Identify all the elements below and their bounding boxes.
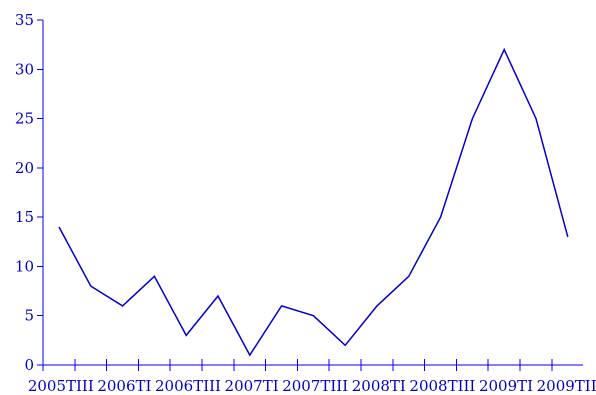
x-tick-label: 2009TI xyxy=(479,377,533,395)
series-group xyxy=(58,47,569,357)
x-tick-label: 2006TI xyxy=(97,377,151,395)
y-tick-label: 5 xyxy=(24,307,34,325)
x-tick-label: 2006TIII xyxy=(155,377,221,395)
y-tick-label: 20 xyxy=(15,159,34,177)
x-tick-label: 2008TIII xyxy=(409,377,475,395)
y-axis: 0 5 10 15 20 25 30 35 xyxy=(15,11,44,374)
x-tick-label: 2005TIII xyxy=(28,377,94,395)
x-tick-label: 2008TI xyxy=(352,377,406,395)
y-tick-label: 15 xyxy=(15,208,34,226)
x-axis: 2005TIII 2006TI 2006TIII 2007TI 2007TIII 2008… xyxy=(28,359,596,395)
y-tick-label: 30 xyxy=(15,60,34,78)
x-tick-label: 2007TI xyxy=(225,377,279,395)
y-tick-label: 0 xyxy=(24,356,34,374)
series-line xyxy=(58,47,569,357)
y-tick-label: 35 xyxy=(15,11,34,29)
y-tick-label: 25 xyxy=(15,110,34,128)
x-tick-label: 2009TIII xyxy=(537,377,596,395)
x-tick-label: 2007TIII xyxy=(282,377,348,395)
y-tick-label: 10 xyxy=(15,257,34,275)
